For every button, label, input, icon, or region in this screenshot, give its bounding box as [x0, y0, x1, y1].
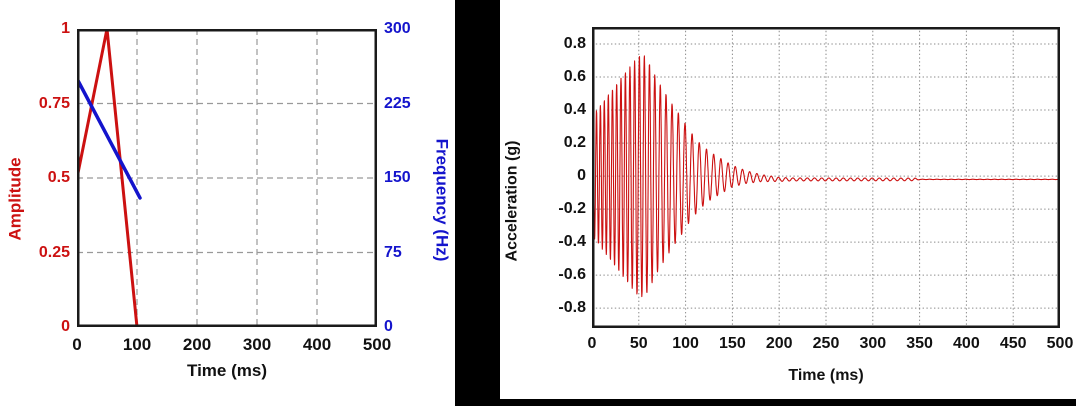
- acceleration-axis-label: Acceleration (g): [503, 140, 521, 262]
- x-tick-label: 50: [629, 335, 648, 352]
- y-left-tick-label: 0.75: [38, 94, 70, 112]
- pulse-chart-panel: Amplitude Frequency (Hz) Time (ms) 0 100 2…: [0, 0, 455, 406]
- pulse-xaxis-label: Time (ms): [187, 361, 267, 380]
- waveform-xaxis-label: Time (ms): [788, 367, 864, 384]
- x-tick-label: 400: [302, 335, 332, 354]
- right-yaxis-title-box: Frequency (Hz): [426, 105, 456, 295]
- pulse-chart-svg: [77, 29, 377, 327]
- x-tick-label: 200: [182, 335, 212, 354]
- y-tick-label: 0.6: [563, 68, 586, 86]
- y-right-tick-label: 150: [384, 169, 411, 186]
- x-tick-label: 250: [812, 335, 840, 352]
- y-right-tick-label: 300: [384, 20, 411, 37]
- x-tick-label: 100: [672, 335, 699, 352]
- x-tick-label: 200: [765, 335, 793, 352]
- x-tick-label: 150: [719, 335, 746, 352]
- y-tick-label: 0.2: [563, 134, 586, 152]
- amplitude-axis-label: Amplitude: [6, 157, 26, 241]
- y-tick-label: 0: [577, 167, 586, 185]
- x-tick-label: 0: [587, 335, 597, 352]
- y-tick-label: -0.8: [558, 299, 586, 317]
- y-left-tick-label: 0: [61, 318, 70, 335]
- accel-yaxis-title-box: Acceleration (g): [495, 95, 529, 307]
- y-tick-label: 0.8: [563, 35, 586, 52]
- waveform-chart-panel: Acceleration (g) Time (ms) 0 50 100 150 200 2…: [500, 0, 1076, 406]
- x-tick-label: 300: [859, 335, 887, 352]
- x-tick-label: 400: [953, 335, 980, 352]
- x-tick-label: 350: [906, 335, 933, 352]
- waveform-chart-svg: [592, 27, 1060, 328]
- right-image-bottom-border: [455, 399, 1076, 406]
- x-tick-label: 100: [122, 335, 152, 354]
- divider-band: [455, 0, 500, 406]
- x-tick-label: 450: [999, 335, 1027, 352]
- y-left-tick-label: 0.25: [38, 243, 70, 261]
- y-tick-label: -0.4: [558, 233, 586, 251]
- x-tick-label: 300: [242, 335, 272, 354]
- y-tick-label: -0.2: [558, 200, 586, 218]
- y-right-tick-label: 225: [384, 94, 411, 112]
- y-tick-label: -0.6: [558, 266, 586, 284]
- frequency-axis-label: Frequency (Hz): [432, 138, 452, 262]
- x-tick-label: 500: [362, 335, 392, 354]
- y-tick-label: 0.4: [563, 101, 586, 119]
- x-tick-label: 500: [1046, 335, 1074, 352]
- y-right-tick-label: 75: [384, 243, 402, 261]
- x-tick-label: 0: [72, 335, 82, 354]
- y-right-tick-label: 0: [384, 318, 393, 335]
- y-left-tick-label: 0.5: [47, 169, 70, 186]
- y-left-tick-label: 1: [61, 20, 70, 37]
